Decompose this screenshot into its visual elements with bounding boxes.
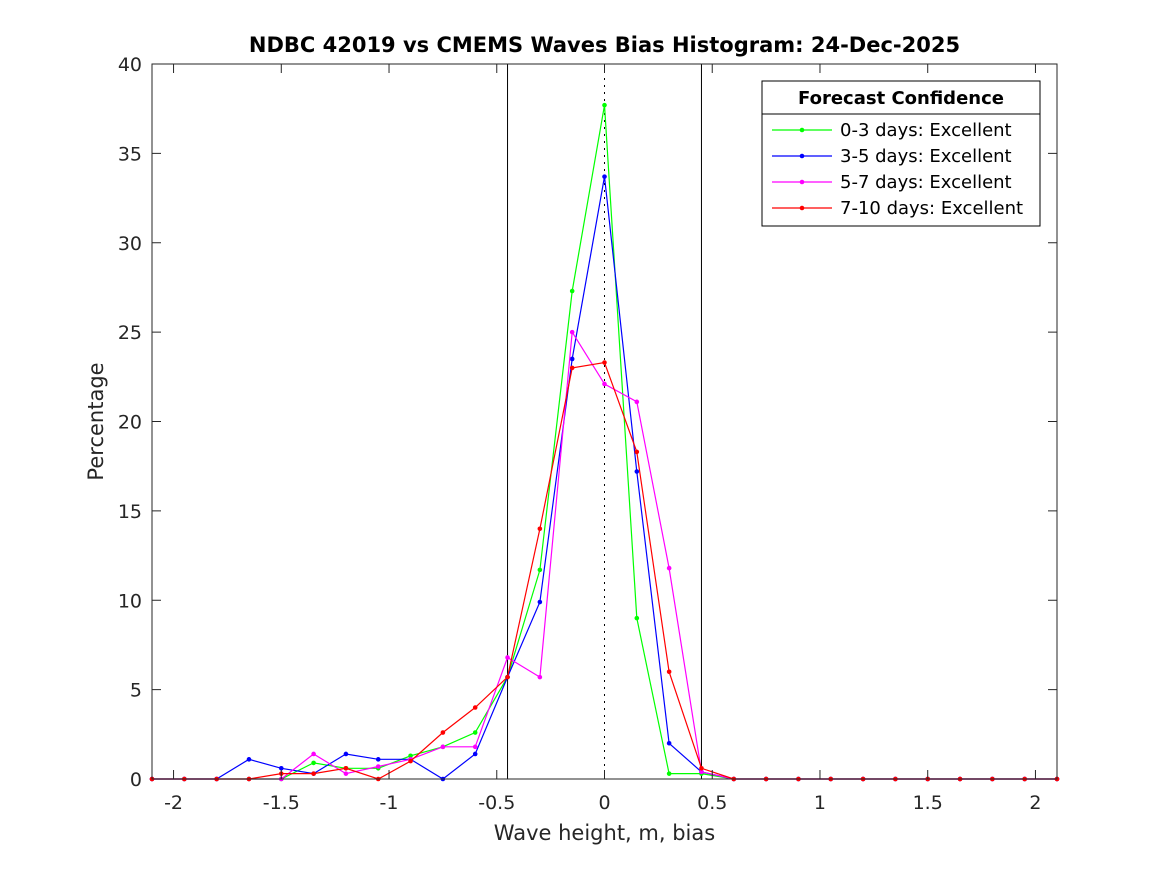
data-point: [666, 669, 672, 675]
data-point: [602, 360, 607, 365]
data-point: [343, 771, 349, 776]
y-tick-label: 35: [118, 143, 142, 165]
data-point: [666, 565, 672, 571]
data-point: [634, 399, 640, 405]
y-axis-label: Percentage: [84, 362, 108, 480]
legend-title: Forecast Confidence: [798, 88, 1004, 109]
x-tick-label: -1.5: [263, 792, 300, 814]
data-point: [602, 174, 607, 179]
data-point: [569, 329, 575, 335]
data-point: [472, 705, 478, 710]
data-point: [602, 102, 607, 108]
legend-box: [761, 80, 1041, 227]
legend-entry-3: 5-7 days: Excellent: [772, 172, 1012, 193]
data-point: [505, 655, 510, 660]
data-point: [699, 765, 704, 771]
data-point: [440, 744, 446, 750]
data-point: [537, 526, 543, 532]
legend: Forecast Confidence 0-3 days: Excellent 3…: [761, 80, 1041, 227]
x-tick-label: -2: [164, 792, 183, 814]
reference-lines: [507, 64, 702, 779]
x-axis-label: Wave height, m, bias: [494, 821, 715, 845]
legend-label: 5-7 days: Excellent: [840, 172, 1012, 193]
data-point: [634, 615, 640, 621]
data-point: [472, 744, 478, 750]
x-tick-label: 2: [1029, 792, 1041, 814]
y-tick-label: 40: [118, 54, 142, 76]
y-tick-label: 10: [118, 590, 142, 612]
legend-entry-2: 3-5 days: Excellent: [772, 146, 1012, 167]
data-point: [569, 365, 575, 371]
legend-swatch-marker: [799, 127, 805, 133]
data-point: [666, 740, 672, 746]
legend-entry-1: 0-3 days: Excellent: [772, 120, 1012, 141]
legend-label: 7-10 days: Excellent: [840, 198, 1023, 219]
legend-swatch-marker: [799, 179, 805, 185]
y-tick-label: 0: [130, 769, 142, 791]
x-tick-label: 0: [598, 792, 610, 814]
x-tick-label: 1: [814, 792, 826, 814]
x-tick-label: -1: [380, 792, 399, 814]
data-point: [537, 567, 543, 573]
legend-entries: 0-3 days: Excellent 3-5 days: Excellent 5-…: [772, 120, 1023, 219]
data-point: [246, 757, 252, 762]
y-tick-label: 30: [118, 233, 142, 255]
data-point: [537, 599, 543, 605]
legend-label: 3-5 days: Excellent: [840, 146, 1012, 167]
data-point: [634, 469, 640, 474]
data-point: [278, 765, 284, 771]
data-point: [343, 765, 349, 771]
chart-title: NDBC 42019 vs CMEMS Waves Bias Histogram…: [249, 33, 960, 57]
data-point: [375, 764, 381, 769]
data-point: [375, 757, 381, 762]
data-point: [505, 674, 510, 680]
legend-swatch-marker: [799, 205, 805, 211]
data-point: [472, 751, 478, 757]
legend-swatch-marker: [799, 153, 805, 159]
x-tick-label: 0.5: [697, 792, 727, 814]
data-point: [634, 449, 640, 455]
data-point: [311, 760, 316, 766]
data-point: [569, 356, 575, 362]
data-point: [440, 730, 446, 735]
x-tick-label: -0.5: [478, 792, 515, 814]
y-tick-label: 15: [118, 501, 142, 523]
data-point: [472, 730, 478, 735]
y-tick-label: 25: [118, 322, 142, 344]
data-point: [537, 674, 543, 680]
data-point: [602, 381, 607, 387]
data-point: [408, 753, 413, 759]
y-tick-label: 5: [130, 680, 142, 702]
data-point: [666, 771, 672, 776]
x-tick-label: 1.5: [913, 792, 943, 814]
data-point: [699, 769, 704, 775]
y-tick-label: 20: [118, 412, 142, 434]
data-point: [311, 771, 316, 776]
data-point: [569, 288, 575, 294]
legend-label: 0-3 days: Excellent: [840, 120, 1012, 141]
data-point: [343, 751, 349, 757]
data-point: [408, 758, 413, 764]
data-point: [311, 751, 316, 757]
legend-entry-4: 7-10 days: Excellent: [772, 198, 1023, 219]
